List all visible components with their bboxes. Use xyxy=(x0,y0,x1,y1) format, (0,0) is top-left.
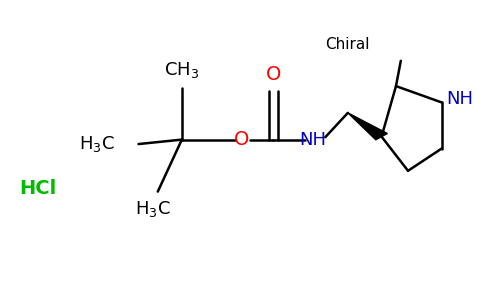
Text: NH: NH xyxy=(300,130,327,148)
Text: O: O xyxy=(234,130,250,149)
Text: O: O xyxy=(266,65,281,84)
Text: H$_3$C: H$_3$C xyxy=(79,134,115,154)
Text: Chiral: Chiral xyxy=(326,37,370,52)
Text: NH: NH xyxy=(447,90,473,108)
Text: CH$_3$: CH$_3$ xyxy=(164,60,199,80)
Text: HCl: HCl xyxy=(19,179,56,198)
Polygon shape xyxy=(348,113,387,140)
Text: H$_3$C: H$_3$C xyxy=(135,200,171,219)
